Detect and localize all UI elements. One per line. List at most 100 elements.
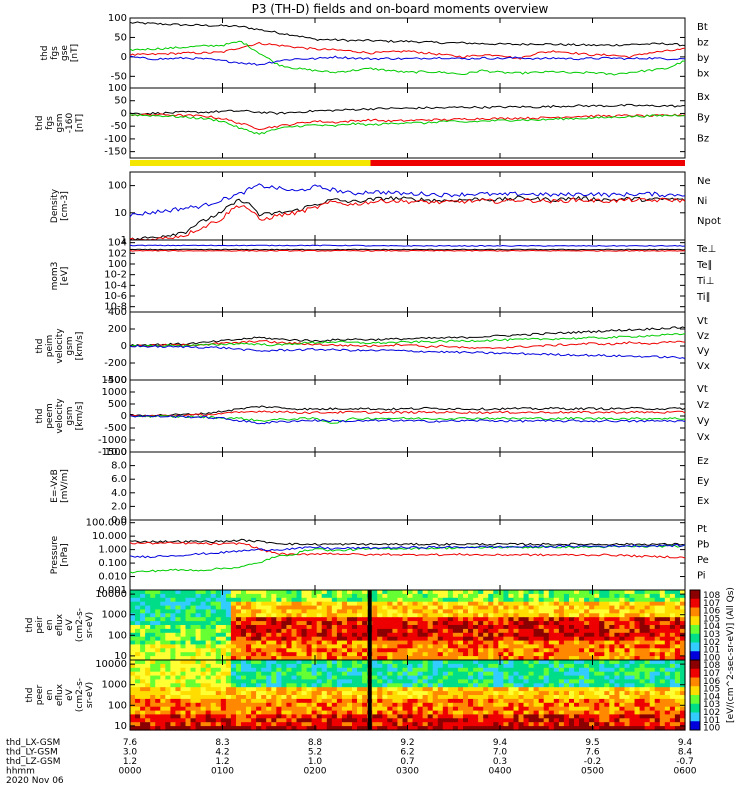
y-axis-label-line: thd [35, 116, 45, 131]
spectrogram-cell [654, 609, 661, 614]
spectrogram-cell [200, 597, 207, 603]
spectrogram-cell [614, 601, 620, 607]
spectrogram-cell [241, 698, 247, 704]
spectrogram-cell [145, 593, 151, 599]
spectrogram-cell [563, 628, 570, 634]
spectrogram-cell [236, 726, 242, 731]
spectrogram-cell [190, 656, 197, 661]
spectrogram-cell [352, 617, 358, 622]
spectrogram-cell [397, 625, 403, 630]
spectrogram-cell [533, 710, 540, 716]
ephemeris-value: 1.0 [308, 757, 323, 767]
spectrogram-cell [664, 706, 671, 712]
spectrogram-cell [372, 593, 378, 599]
spectrogram-cell [669, 601, 676, 607]
spectrogram-cell [614, 667, 620, 673]
spectrogram-cell [230, 656, 237, 661]
spectrogram-cell [649, 632, 656, 638]
spectrogram-cell [659, 605, 666, 611]
spectrogram-cell [412, 613, 419, 618]
y-tick-label: 1 [121, 235, 127, 246]
spectrogram-cell [639, 648, 646, 653]
spectrogram-cell [458, 698, 464, 704]
spectrogram-cell [452, 667, 459, 673]
spectrogram-cell [452, 632, 459, 638]
spectrogram-cell [644, 648, 651, 653]
spectrogram-cell [609, 691, 615, 696]
spectrogram-cell [377, 679, 383, 684]
spectrogram-cell [528, 683, 535, 688]
spectrogram-cell [463, 698, 469, 704]
spectrogram-cell [372, 648, 378, 653]
spectrogram-cell [523, 718, 530, 723]
spectrogram-cell [473, 652, 479, 657]
spectrogram-cell [558, 667, 565, 673]
spectrogram-cell [558, 644, 565, 649]
spectrogram-cell [382, 613, 388, 618]
spectrogram-cell [387, 613, 393, 618]
spectrogram-cell [347, 609, 353, 614]
spectrogram-cell [251, 683, 257, 688]
spectrogram-cell [276, 640, 282, 646]
spectrogram-cell [336, 714, 343, 719]
spectrogram-cell [528, 671, 535, 677]
spectrogram-cell [669, 698, 676, 704]
spectrogram-cell [669, 683, 676, 688]
spectrogram-cell [135, 687, 141, 692]
spectrogram-cell [624, 722, 631, 727]
spectrogram-cell [225, 710, 232, 716]
spectrogram-cell [508, 605, 514, 611]
spectrogram-cell [674, 609, 681, 614]
spectrogram-cell [442, 605, 449, 611]
spectrogram-cell [518, 652, 525, 657]
spectrogram-cell [382, 652, 388, 657]
spectrogram-cell [407, 644, 414, 649]
spectrogram-cell [286, 706, 292, 712]
spectrogram-cell [165, 718, 171, 723]
spectrogram-cell [473, 698, 479, 704]
spectrogram-cell [473, 671, 479, 677]
spectrogram-cell [644, 593, 651, 599]
spectrogram-cell [311, 597, 318, 603]
spectrogram-cell [589, 605, 595, 611]
spectrogram-cell [437, 675, 444, 681]
spectrogram-cell [261, 628, 267, 634]
spectrogram-cell [579, 702, 585, 708]
spectrogram-cell [150, 675, 156, 681]
spectrogram-cell [397, 718, 403, 723]
spectrogram-cell [599, 625, 605, 630]
spectrogram-cell [296, 617, 303, 622]
spectrogram-cell [478, 698, 484, 704]
spectrogram-cell [382, 605, 388, 611]
spectrogram-cell [538, 663, 545, 669]
colorbar-tick-label: 100 [703, 653, 720, 663]
spectrogram-cell [609, 632, 615, 638]
spectrogram-cell [220, 695, 227, 700]
spectrogram-cell [447, 687, 454, 692]
spectrogram-cell [276, 698, 282, 704]
spectrogram-cell [261, 605, 267, 611]
spectrogram-cell [553, 636, 560, 642]
spectrogram-cell [200, 601, 207, 607]
spectrogram-cell [594, 617, 600, 622]
spectrogram-cell [170, 706, 176, 712]
spectrogram-cell [236, 644, 242, 649]
spectrogram-cell [362, 702, 368, 708]
spectrogram-cell [387, 621, 393, 626]
spectrogram-cell [271, 597, 277, 603]
spectrogram-cell [634, 590, 641, 595]
spectrogram-cell [528, 632, 535, 638]
spectrogram-cell [533, 671, 540, 677]
spectrogram-cell [538, 710, 545, 716]
spectrogram-cell [629, 706, 636, 712]
spectrogram-cell [145, 601, 151, 607]
spectrogram-cell [145, 726, 151, 731]
spectrogram-cell [468, 597, 474, 603]
spectrogram-cell [160, 593, 166, 599]
spectrogram-cell [533, 691, 540, 696]
spectrogram-cell [392, 660, 398, 665]
spectrogram-cell [558, 625, 565, 630]
spectrogram-cell [619, 660, 625, 665]
spectrogram-cell [609, 601, 615, 607]
spectrogram-cell [609, 718, 615, 723]
